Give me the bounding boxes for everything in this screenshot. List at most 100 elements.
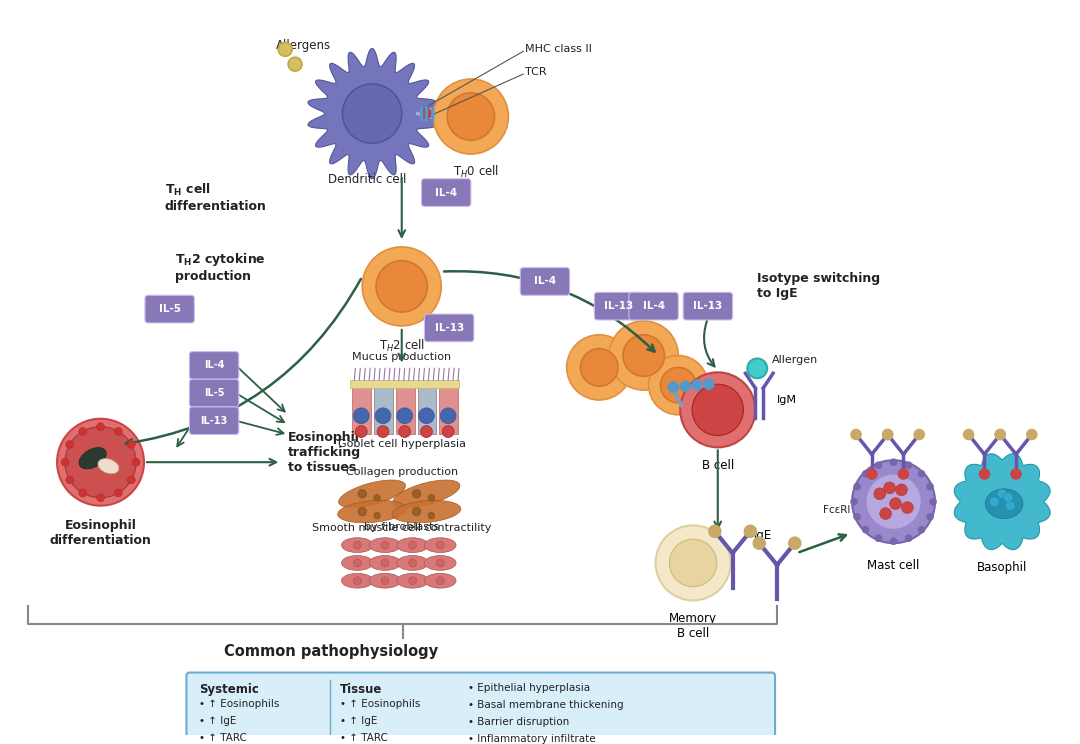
FancyBboxPatch shape <box>189 379 239 407</box>
Text: $\mathbf{T_H}$2 cytokine
production: $\mathbf{T_H}$2 cytokine production <box>175 251 266 283</box>
Circle shape <box>915 429 924 440</box>
Circle shape <box>899 469 908 479</box>
Circle shape <box>1005 501 1015 510</box>
Circle shape <box>882 429 892 440</box>
Text: • Epithelial hyperplasia: • Epithelial hyperplasia <box>468 684 590 693</box>
Text: IgM: IgM <box>777 395 797 405</box>
Text: • ↑ TARC: • ↑ TARC <box>200 733 247 743</box>
Circle shape <box>66 476 73 484</box>
Ellipse shape <box>341 538 373 553</box>
Ellipse shape <box>424 538 456 553</box>
Circle shape <box>680 372 755 447</box>
Circle shape <box>396 408 413 423</box>
Circle shape <box>359 507 366 516</box>
Text: $\mathbf{T_H}$ cell
differentiation: $\mathbf{T_H}$ cell differentiation <box>165 182 267 213</box>
Text: MHC class II: MHC class II <box>525 45 592 54</box>
Circle shape <box>353 408 369 423</box>
Text: IL-4: IL-4 <box>534 277 556 286</box>
Circle shape <box>376 260 428 312</box>
Circle shape <box>359 490 366 498</box>
Text: T$_H$0 cell: T$_H$0 cell <box>453 164 499 180</box>
Circle shape <box>580 349 618 386</box>
Circle shape <box>381 559 389 567</box>
Bar <box>350 380 459 388</box>
Circle shape <box>744 525 756 537</box>
Circle shape <box>747 359 767 378</box>
Circle shape <box>989 497 999 507</box>
FancyBboxPatch shape <box>521 268 569 295</box>
Text: • ↑ TARC: • ↑ TARC <box>339 733 388 743</box>
Circle shape <box>79 489 86 497</box>
Circle shape <box>996 429 1005 440</box>
Circle shape <box>65 426 136 498</box>
Circle shape <box>852 461 935 543</box>
Polygon shape <box>308 48 436 179</box>
Ellipse shape <box>369 556 401 571</box>
Circle shape <box>980 469 989 479</box>
Circle shape <box>96 494 105 501</box>
FancyBboxPatch shape <box>421 179 471 206</box>
Text: B cell: B cell <box>702 459 734 472</box>
Polygon shape <box>955 454 1050 550</box>
Ellipse shape <box>396 574 429 588</box>
Circle shape <box>902 501 914 513</box>
Circle shape <box>876 462 881 468</box>
Circle shape <box>132 458 140 466</box>
Circle shape <box>57 419 144 506</box>
Circle shape <box>1027 429 1037 440</box>
Circle shape <box>661 368 696 403</box>
Circle shape <box>876 535 881 541</box>
Circle shape <box>788 537 800 549</box>
Circle shape <box>906 535 912 541</box>
Text: Tissue: Tissue <box>339 684 382 696</box>
FancyBboxPatch shape <box>189 352 239 379</box>
Circle shape <box>1003 493 1013 503</box>
Text: • Barrier disruption: • Barrier disruption <box>468 717 569 727</box>
Circle shape <box>429 513 434 519</box>
Text: IL-13: IL-13 <box>434 323 463 333</box>
Circle shape <box>362 247 442 326</box>
FancyBboxPatch shape <box>684 292 732 320</box>
Circle shape <box>891 459 896 465</box>
Circle shape <box>353 541 361 549</box>
Circle shape <box>867 469 877 479</box>
Circle shape <box>355 426 367 437</box>
Circle shape <box>374 495 380 501</box>
Circle shape <box>670 539 717 586</box>
Circle shape <box>447 93 495 140</box>
FancyBboxPatch shape <box>594 292 644 320</box>
Ellipse shape <box>392 501 461 523</box>
Text: IgE: IgE <box>754 529 772 542</box>
Circle shape <box>609 321 678 390</box>
Circle shape <box>96 423 105 431</box>
Ellipse shape <box>424 574 456 588</box>
Circle shape <box>66 440 73 449</box>
Circle shape <box>436 577 444 585</box>
Text: TCR: TCR <box>525 67 546 77</box>
Text: Mucus production: Mucus production <box>352 353 451 362</box>
Circle shape <box>413 507 420 516</box>
Text: Allergens: Allergens <box>275 39 330 52</box>
FancyBboxPatch shape <box>189 407 239 434</box>
Ellipse shape <box>393 480 460 507</box>
Circle shape <box>114 489 122 497</box>
Circle shape <box>863 527 868 533</box>
Circle shape <box>353 559 361 567</box>
Bar <box>395 382 415 434</box>
Circle shape <box>692 380 702 390</box>
FancyBboxPatch shape <box>187 673 775 744</box>
Circle shape <box>374 513 380 519</box>
Circle shape <box>891 538 896 544</box>
Ellipse shape <box>424 556 456 571</box>
Circle shape <box>442 426 454 437</box>
Circle shape <box>890 498 902 510</box>
Text: IL-13: IL-13 <box>693 301 723 311</box>
Circle shape <box>419 408 434 423</box>
Circle shape <box>927 514 933 520</box>
Text: • ↑ IgE: • ↑ IgE <box>339 716 377 726</box>
Circle shape <box>708 525 720 537</box>
Text: T$_H$2 cell: T$_H$2 cell <box>379 338 424 354</box>
Text: FcεRI: FcεRI <box>823 504 850 515</box>
Text: • Inflammatory infiltrate: • Inflammatory infiltrate <box>468 734 595 744</box>
Circle shape <box>429 495 434 501</box>
